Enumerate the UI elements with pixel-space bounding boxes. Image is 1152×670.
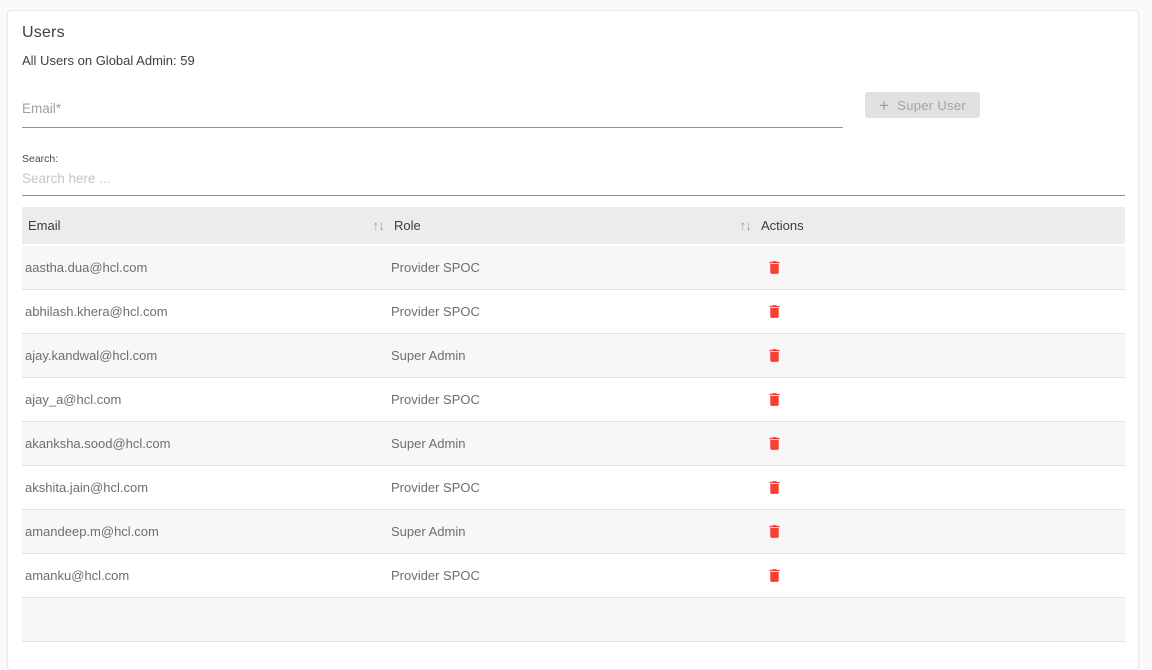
column-header-role-inner: Role ↑ ↓: [394, 218, 752, 233]
delete-user-button[interactable]: [766, 522, 783, 541]
trash-icon: [769, 260, 780, 274]
trash-icon: [769, 436, 780, 450]
email-input[interactable]: [22, 101, 843, 128]
users-table: Email ↑ ↓ Role ↑ ↓ Actions: [22, 207, 1125, 642]
email-field-wrapper: [22, 100, 843, 128]
email-cell: abhilash.khera@hcl.com: [25, 303, 168, 319]
column-header-actions: Actions: [755, 207, 1125, 245]
table-row: amandeep.m@hcl.com Super Admin: [22, 509, 1125, 553]
actions-cell: [755, 289, 1125, 333]
column-label-email: Email: [28, 218, 61, 233]
sort-down-arrow: ↓: [378, 218, 385, 233]
email-cell: aastha.dua@hcl.com: [25, 259, 148, 275]
users-count: All Users on Global Admin: 59: [22, 53, 195, 68]
delete-user-button[interactable]: [766, 566, 783, 585]
plus-icon: +: [879, 95, 890, 115]
sort-icon-role[interactable]: ↑ ↓: [740, 218, 753, 233]
page-title: Users: [22, 24, 65, 41]
delete-user-button[interactable]: [766, 302, 783, 321]
add-super-user-label: Super User: [897, 97, 966, 113]
column-header-email-inner: Email ↑ ↓: [28, 218, 385, 233]
column-header-email[interactable]: Email ↑ ↓: [22, 207, 388, 245]
actions-cell: [755, 597, 1125, 641]
trash-icon: [769, 304, 780, 318]
actions-cell: [755, 509, 1125, 553]
role-cell: Provider SPOC: [391, 303, 480, 319]
card-content: Users All Users on Global Admin: 59 + Su…: [8, 11, 1138, 642]
delete-user-button[interactable]: [766, 390, 783, 409]
email-cell: amanku@hcl.com: [25, 567, 130, 583]
email-cell: akanksha.sood@hcl.com: [25, 435, 171, 451]
role-cell: Super Admin: [391, 523, 466, 539]
search-block: Search:: [22, 153, 1125, 196]
search-label: Search:: [22, 153, 59, 165]
trash-icon: [769, 568, 780, 582]
actions-cell: [755, 465, 1125, 509]
delete-user-button[interactable]: [766, 258, 783, 277]
actions-cell: [755, 333, 1125, 377]
email-cell: [22, 597, 388, 641]
role-cell: Super Admin: [391, 435, 466, 451]
sort-up-arrow: ↑: [372, 218, 380, 233]
sort-up-arrow: ↑: [739, 218, 747, 233]
role-cell: Provider SPOC: [391, 567, 480, 583]
email-cell: amandeep.m@hcl.com: [25, 523, 159, 539]
column-label-role: Role: [394, 218, 421, 233]
delete-user-button[interactable]: [766, 478, 783, 497]
delete-user-button[interactable]: [766, 434, 783, 453]
email-cell: ajay.kandwal@hcl.com: [25, 347, 158, 363]
add-user-form: + Super User: [22, 92, 1125, 128]
table-row: [22, 597, 1125, 641]
search-input[interactable]: [22, 165, 1125, 196]
role-cell: Provider SPOC: [391, 391, 480, 407]
table-header-row: Email ↑ ↓ Role ↑ ↓ Actions: [22, 207, 1125, 245]
column-header-role[interactable]: Role ↑ ↓: [388, 207, 755, 245]
trash-icon: [769, 348, 780, 362]
trash-icon: [769, 524, 780, 538]
table-row: ajay.kandwal@hcl.com Super Admin: [22, 333, 1125, 377]
actions-cell: [755, 245, 1125, 289]
add-super-user-button[interactable]: + Super User: [865, 92, 980, 118]
table-row: akshita.jain@hcl.com Provider SPOC: [22, 465, 1125, 509]
role-cell: Super Admin: [391, 347, 466, 363]
table-row: akanksha.sood@hcl.com Super Admin: [22, 421, 1125, 465]
actions-cell: [755, 421, 1125, 465]
table-row: aastha.dua@hcl.com Provider SPOC: [22, 245, 1125, 289]
email-cell: ajay_a@hcl.com: [25, 391, 122, 407]
actions-cell: [755, 377, 1125, 421]
trash-icon: [769, 480, 780, 494]
trash-icon: [769, 392, 780, 406]
role-cell: [388, 597, 755, 641]
role-cell: Provider SPOC: [391, 479, 480, 495]
sort-down-arrow: ↓: [745, 218, 752, 233]
table-body: aastha.dua@hcl.com Provider SPOC abhilas…: [22, 245, 1125, 641]
actions-cell: [755, 553, 1125, 597]
column-label-actions: Actions: [761, 218, 804, 233]
users-card: Users All Users on Global Admin: 59 + Su…: [7, 10, 1139, 670]
table-row: amanku@hcl.com Provider SPOC: [22, 553, 1125, 597]
email-cell: akshita.jain@hcl.com: [25, 479, 149, 495]
delete-user-button[interactable]: [766, 346, 783, 365]
sort-icon-email[interactable]: ↑ ↓: [373, 218, 386, 233]
table-row: abhilash.khera@hcl.com Provider SPOC: [22, 289, 1125, 333]
table-row: ajay_a@hcl.com Provider SPOC: [22, 377, 1125, 421]
role-cell: Provider SPOC: [391, 259, 480, 275]
